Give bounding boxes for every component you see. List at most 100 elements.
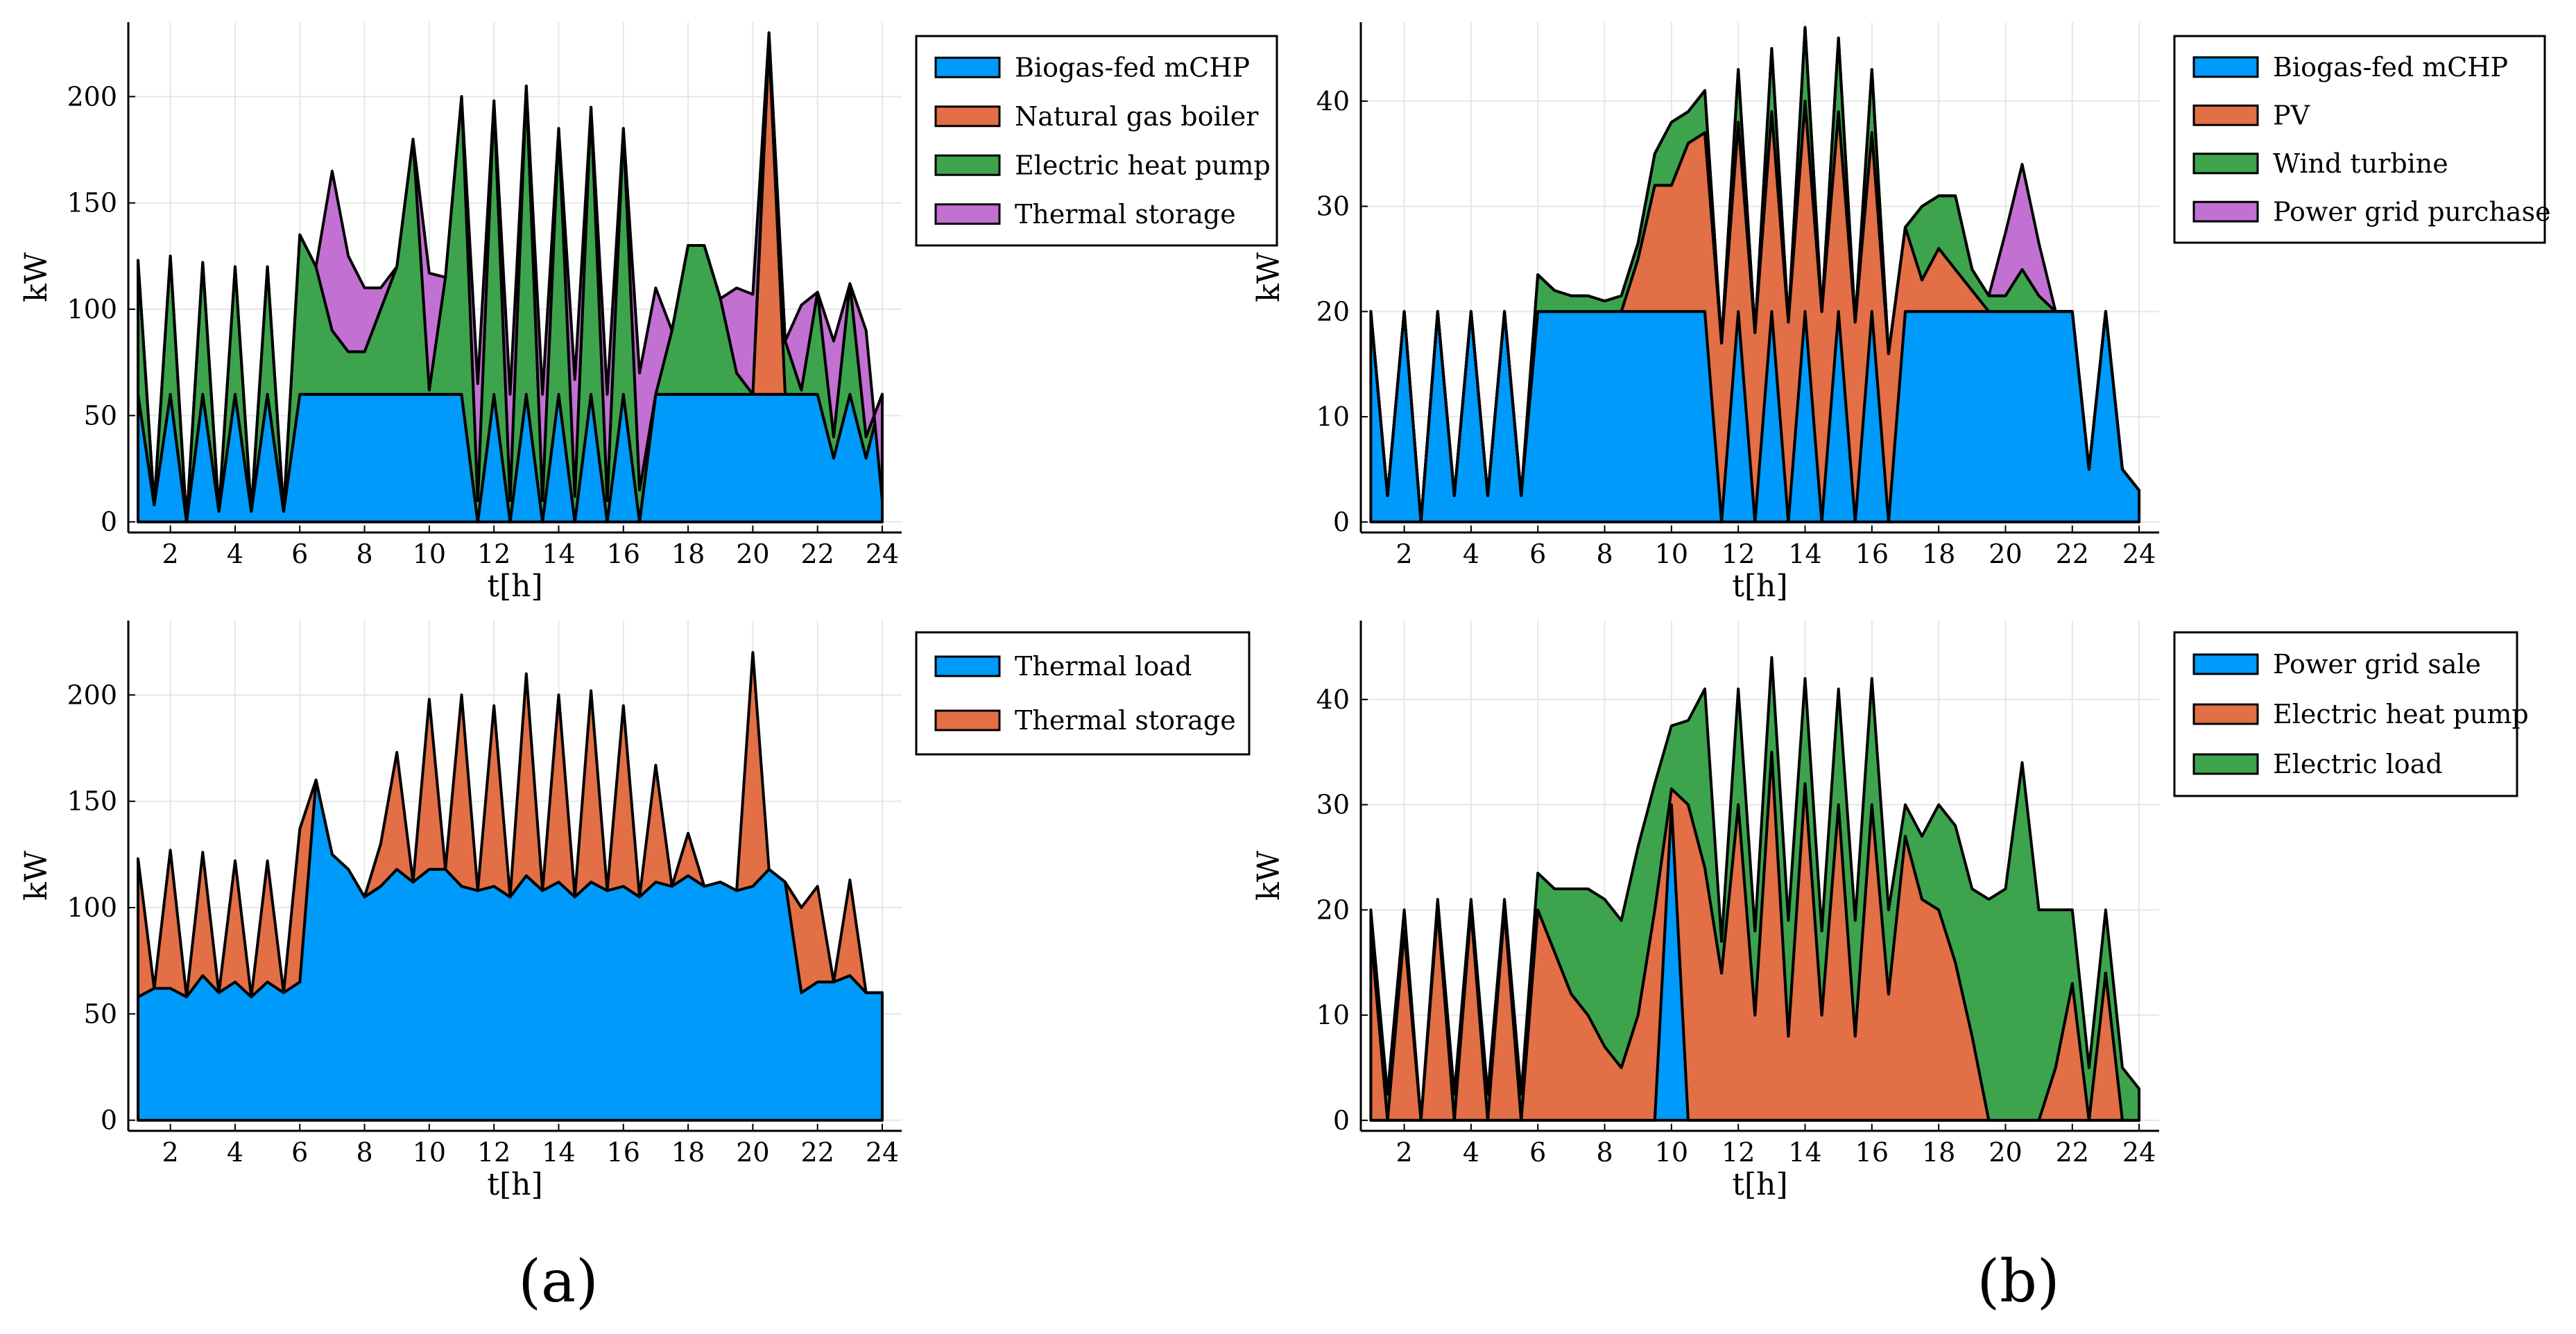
x-tick-label: 18 [671,539,705,569]
x-tick-label: 10 [413,1137,446,1168]
area-electric-load [1369,656,2141,1122]
x-tick-label: 24 [2122,1137,2156,1168]
x-tick-label: 8 [356,539,372,569]
stacked-areas [1369,656,2141,1122]
x-tick-label: 6 [1529,539,1546,569]
legend-swatch-biogas-fed-mchp [2192,56,2259,78]
area-thermal-storage [137,651,884,998]
x-tick-label: 14 [542,539,575,569]
legend-label-thermal-storage: Thermal storage [1015,199,1236,229]
y-axis-label: kW [1251,850,1287,901]
legend-label-electric-load: Electric load [2273,749,2443,779]
chart-top-right: 2 4 6 8 10 12 14 16 18 20 22 24010203040t[h]kWBioga… [1251,22,2551,604]
panel-label-a: (a) [518,1247,599,1315]
x-tick-label: 10 [413,539,446,569]
y-tick-label: 0 [101,507,117,537]
x-tick-label: 2 [1396,539,1413,569]
legend-label-biogas-fed-mchp: Biogas-fed mCHP [1015,52,1250,83]
legend-swatch-pv [2192,104,2259,126]
legend-label-thermal-storage: Thermal storage [1015,705,1236,736]
legend-swatch-biogas-fed-mchp [934,56,1001,78]
x-tick-label: 20 [1989,539,2022,569]
chart-bottom-right: 2 4 6 8 10 12 14 16 18 20 22 24010203040t[h]kWPower… [1251,621,2529,1202]
x-tick-label: 20 [736,1137,769,1168]
x-tick-label: 6 [291,1137,308,1168]
y-tick-label: 150 [67,188,117,218]
y-tick-label: 30 [1316,191,1350,222]
x-tick-label: 20 [736,539,769,569]
legend-swatch-electric-heat-pump [2192,703,2259,725]
y-tick-label: 10 [1316,1000,1350,1030]
x-axis-label: t[h] [487,1167,542,1202]
x-tick-label: 14 [1788,539,1821,569]
y-tick-label: 0 [1333,507,1350,537]
x-tick-label: 4 [227,1137,243,1168]
x-tick-label: 10 [1655,1137,1688,1168]
x-tick-label: 6 [1529,1137,1546,1168]
y-tick-label: 20 [1316,894,1350,925]
x-tick-label: 12 [1721,539,1755,569]
x-tick-label: 22 [2056,539,2089,569]
y-axis-label: kW [19,252,54,302]
stacked-areas [137,651,884,1122]
y-tick-label: 150 [67,786,117,817]
x-tick-label: 10 [1655,539,1688,569]
legend: Biogas-fed mCHP Natural gas boiler Electri… [915,35,1278,247]
x-tick-label: 24 [866,1137,899,1168]
x-tick-label: 2 [162,1137,179,1168]
area-power-grid-purchase [1369,26,2141,523]
legend-label-natural-gas-boiler: Natural gas boiler [1015,101,1259,132]
x-tick-label: 20 [1989,1137,2022,1168]
legend-label-thermal-load: Thermal load [1015,651,1192,682]
x-tick-label: 16 [607,1137,640,1168]
chart-bottom-left: 2 4 6 8 10 12 14 16 18 20 22 24050100150200t[h]kWTh… [19,621,1251,1202]
x-tick-label: 14 [542,1137,575,1168]
y-tick-label: 40 [1316,684,1350,715]
legend-label-electric-heat-pump: Electric heat pump [2273,699,2529,729]
x-axis-label: t[h] [1732,1167,1787,1202]
y-tick-label: 200 [67,679,117,710]
legend-label-pv: PV [2273,100,2310,130]
y-tick-label: 50 [84,400,117,431]
x-tick-label: 22 [801,539,834,569]
area-thermal-load [137,779,884,1122]
x-tick-label: 16 [607,539,640,569]
legend-swatch-electric-load [2192,753,2259,775]
x-tick-label: 16 [1855,1137,1889,1168]
x-tick-label: 16 [1855,539,1889,569]
x-tick-label: 22 [2056,1137,2089,1168]
legend-swatch-power-grid-purchase [2192,200,2259,223]
stacked-areas [137,31,884,523]
legend-swatch-thermal-storage [934,203,1001,225]
x-tick-label: 8 [356,1137,372,1168]
x-tick-label: 24 [866,539,899,569]
x-tick-label: 2 [162,539,179,569]
x-tick-label: 22 [801,1137,834,1168]
legend-label-electric-heat-pump: Electric heat pump [1015,150,1271,180]
x-tick-label: 12 [477,1137,510,1168]
legend-swatch-thermal-storage [934,709,1001,731]
x-tick-label: 8 [1596,539,1613,569]
x-tick-label: 4 [1463,1137,1479,1168]
x-tick-label: 18 [1922,1137,1955,1168]
x-tick-label: 4 [1463,539,1479,569]
x-tick-label: 12 [477,539,510,569]
legend-swatch-natural-gas-boiler [934,105,1001,128]
x-tick-label: 6 [291,539,308,569]
x-tick-label: 24 [2122,539,2156,569]
x-axis-label: t[h] [487,569,542,604]
x-axis-label: t[h] [1732,569,1787,604]
y-axis-label: kW [19,850,54,901]
x-tick-label: 18 [671,1137,705,1168]
legend-label-biogas-fed-mchp: Biogas-fed mCHP [2273,52,2508,83]
y-tick-label: 0 [101,1105,117,1136]
legend-swatch-thermal-load [934,655,1001,677]
legend-swatch-power-grid-sale [2192,653,2259,675]
legend-label-wind-turbine: Wind turbine [2273,148,2448,179]
y-tick-label: 30 [1316,790,1350,820]
y-tick-label: 0 [1333,1105,1350,1136]
legend-label-power-grid-purchase: Power grid purchase [2273,196,2551,227]
y-axis-label: kW [1251,252,1287,302]
legend-label-power-grid-sale: Power grid sale [2273,649,2481,679]
